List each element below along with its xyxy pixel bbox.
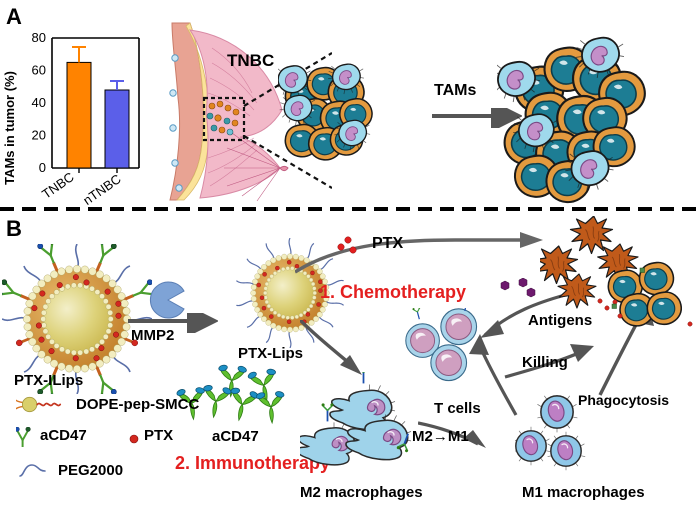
svg-text:80: 80 [32,30,46,45]
svg-text:60: 60 [32,63,46,78]
svg-text:TNBC: TNBC [227,51,274,70]
svg-text:TAMs in tumor (%): TAMs in tumor (%) [2,71,17,185]
svg-text:0: 0 [39,160,46,175]
svg-text:nTNBC: nTNBC [80,171,124,208]
svg-text:20: 20 [32,128,46,143]
svg-text:40: 40 [32,95,46,110]
